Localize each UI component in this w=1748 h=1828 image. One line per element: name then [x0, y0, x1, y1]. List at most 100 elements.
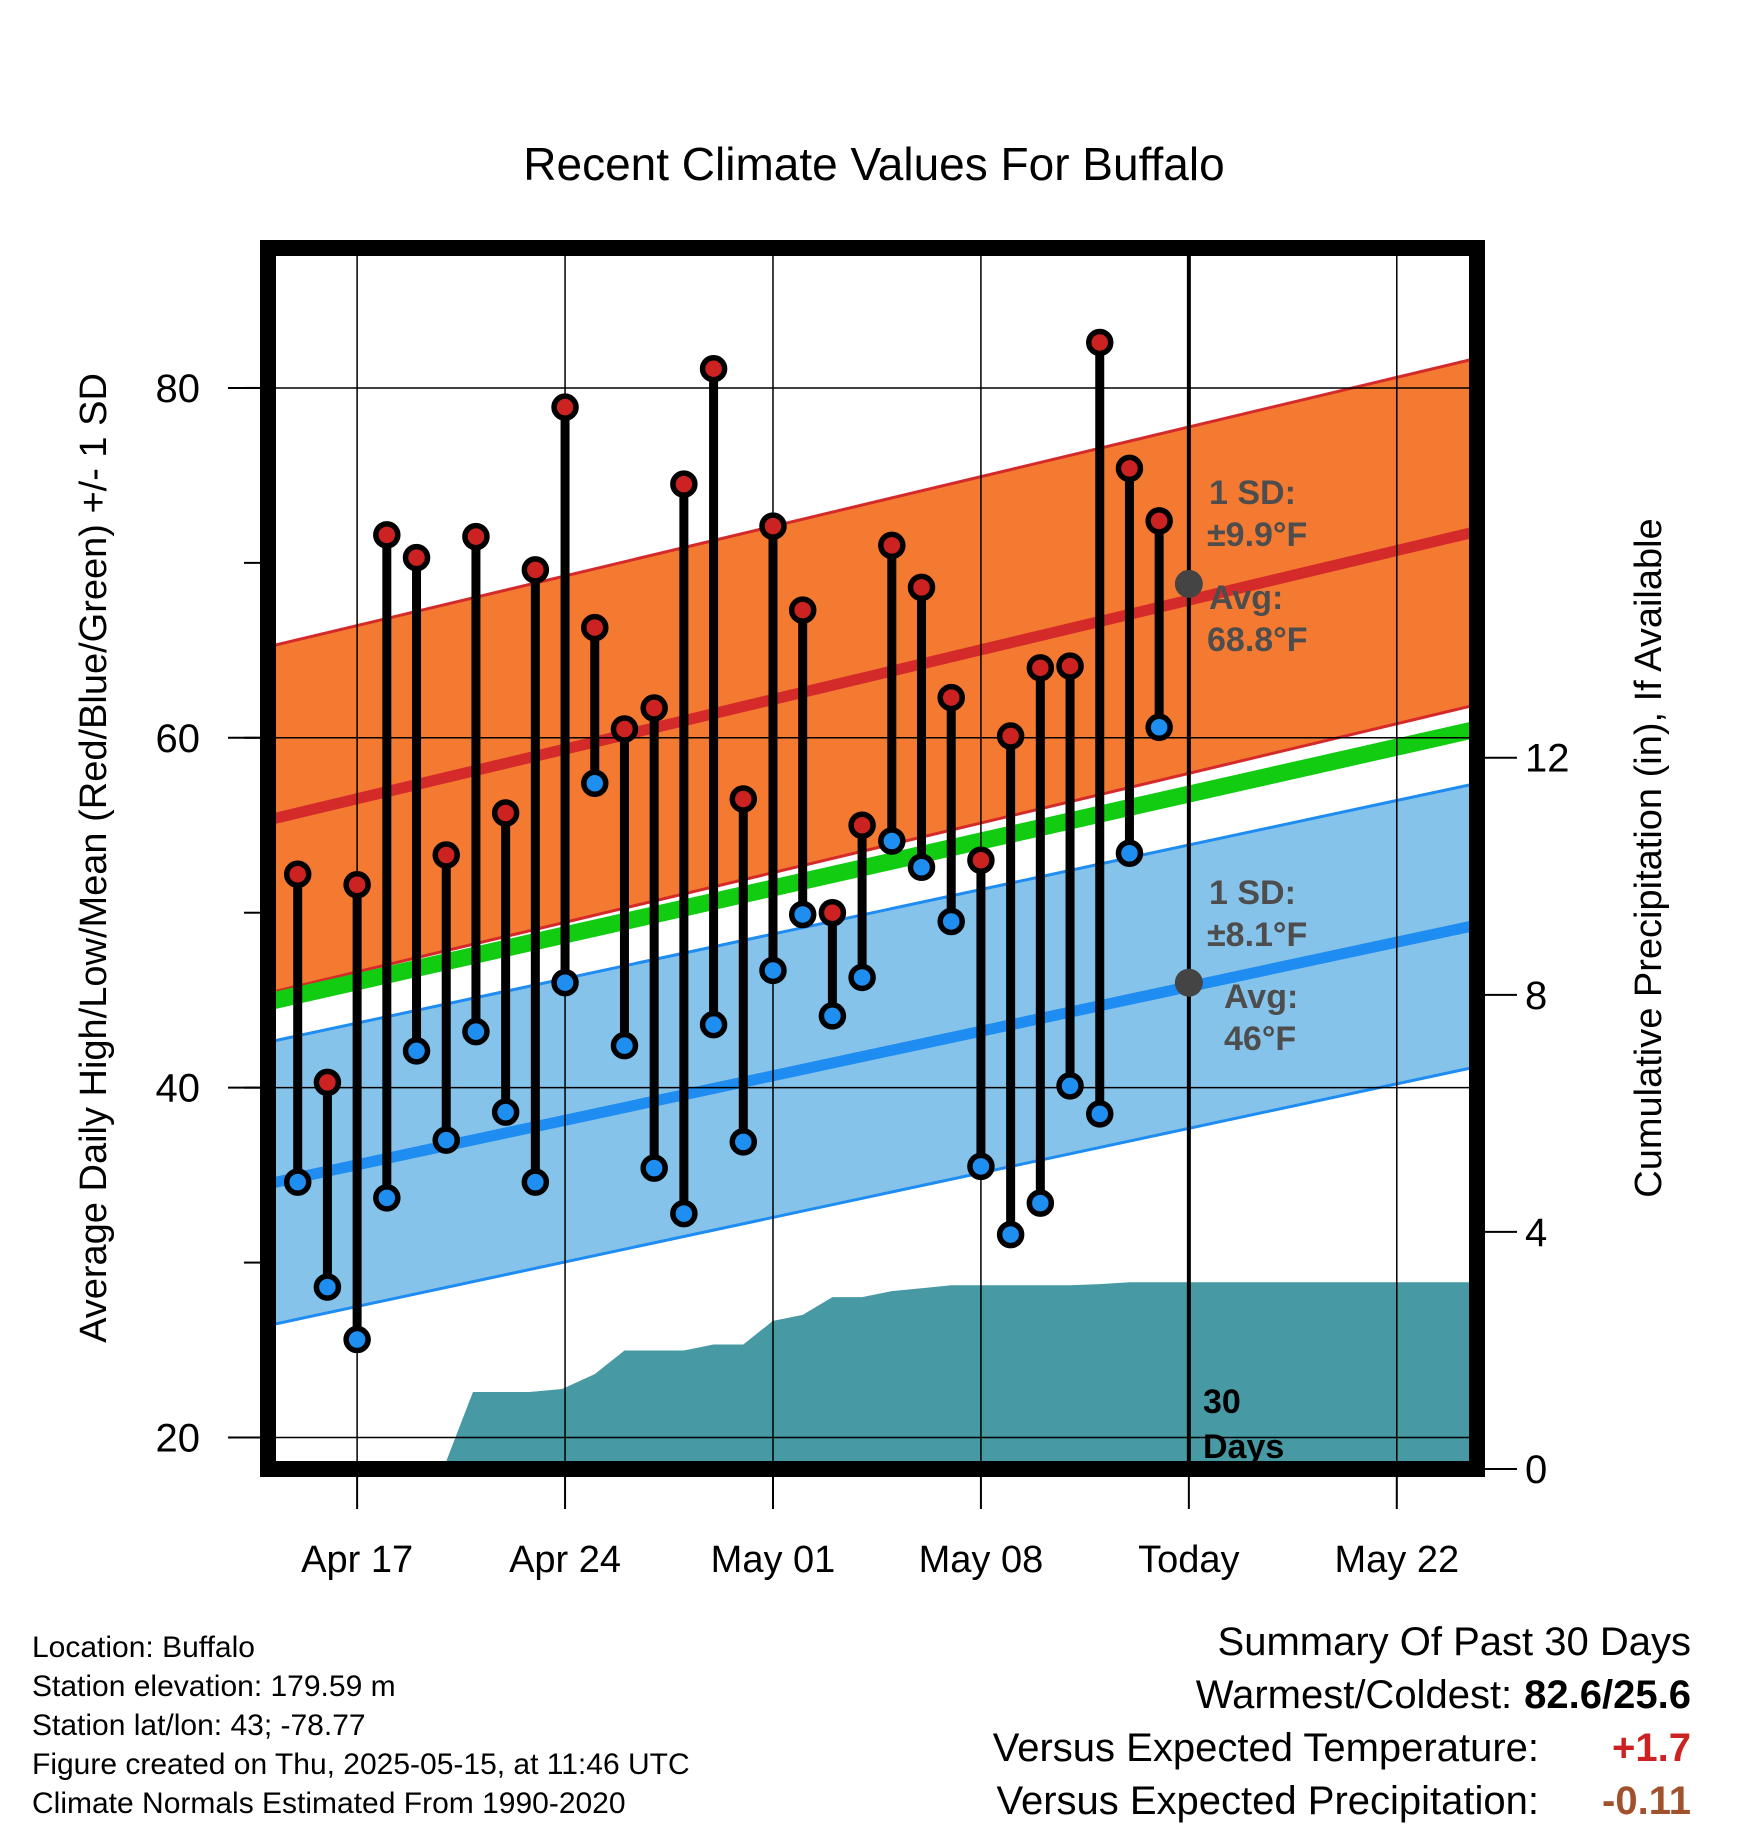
x-tick-label: Today	[1138, 1539, 1239, 1581]
daily-high-point	[699, 354, 728, 383]
daily-high-point	[878, 531, 906, 560]
daily-high-point	[581, 613, 609, 642]
daily-low-point	[729, 1128, 758, 1156]
daily-high-point	[640, 694, 668, 722]
summary-panel: Summary Of Past 30 Days Warmest/Coldest:…	[993, 1616, 1691, 1828]
daily-high-point	[432, 841, 460, 869]
daily-low-point	[1115, 839, 1144, 868]
daily-low-point	[402, 1037, 431, 1065]
y-right-tick-label: 8	[1525, 974, 1547, 1018]
y-right-axis-label: Cumulative Precipitation (in), If Availa…	[1628, 518, 1670, 1197]
daily-high-point	[907, 573, 936, 602]
y-left-tick-label: 80	[156, 367, 201, 411]
x-tick-label: May 22	[1334, 1539, 1459, 1581]
today-normal-high-marker	[1174, 569, 1203, 598]
y-right-tick-label: 4	[1525, 1211, 1547, 1255]
daily-low-point	[1056, 1072, 1084, 1100]
station-info: Location: Buffalo Station elevation: 179…	[32, 1628, 690, 1823]
daily-low-point	[581, 769, 609, 798]
summary-temp-label: Versus Expected Temperature:	[992, 1726, 1539, 1770]
daily-high-point	[1026, 654, 1055, 682]
daily-low-point	[907, 853, 936, 881]
info-elevation: Station elevation: 179.59 m	[32, 1670, 396, 1703]
daily-low-point	[996, 1220, 1025, 1249]
daily-low-point	[670, 1199, 698, 1228]
summary-temp-value: +1.7	[1612, 1726, 1691, 1770]
daily-high-point	[343, 870, 371, 899]
daily-low-point	[373, 1184, 401, 1212]
low-band-lower-edge	[268, 1065, 1477, 1328]
daily-low-point	[1026, 1189, 1055, 1217]
x-tick-label: Apr 24	[509, 1539, 621, 1581]
daily-low-point	[967, 1152, 995, 1181]
daily-high-point	[996, 722, 1025, 750]
daily-low-point	[610, 1031, 639, 1060]
summary-title: Summary Of Past 30 Days	[1217, 1620, 1691, 1664]
daily-high-point	[848, 811, 876, 840]
window-days-number: 30	[1203, 1383, 1241, 1421]
summary-precip-label: Versus Expected Precipitation:	[996, 1779, 1539, 1823]
x-tick-label: Apr 17	[301, 1539, 413, 1581]
daily-low-point	[699, 1010, 728, 1039]
daily-high-point	[402, 543, 431, 572]
normal-low-line	[268, 919, 1477, 1190]
daily-low-point	[937, 907, 965, 936]
precip-area	[443, 1282, 1477, 1469]
info-created: Figure created on Thu, 2025-05-15, at 11…	[32, 1748, 690, 1781]
summary-precip-value: -0.11	[1602, 1779, 1691, 1823]
daily-low-point	[759, 956, 787, 985]
daily-low-point	[283, 1168, 312, 1196]
daily-high-point	[788, 596, 817, 624]
climate-chart: Recent Climate Values For Buffalo 204060…	[73, 138, 1670, 1581]
low-band-upper-edge	[268, 781, 1477, 1044]
daily-high-point	[670, 470, 698, 498]
x-tick-label: May 08	[919, 1539, 1044, 1581]
daily-low-point	[878, 827, 906, 855]
daily-high-point	[729, 785, 758, 813]
daily-high-point	[283, 860, 312, 888]
today-normal-low-marker	[1174, 968, 1203, 997]
y-left-tick-label: 40	[156, 1067, 201, 1111]
summary-warm-cold: Warmest/Coldest: 82.6/25.6	[993, 1669, 1691, 1722]
window-days-label: Days	[1203, 1428, 1284, 1466]
daily-low-point	[313, 1273, 342, 1301]
x-tick-label: May 01	[711, 1539, 836, 1581]
high-sd-label: 1 SD:	[1209, 474, 1296, 512]
daily-high-point	[610, 715, 639, 743]
high-sd-value: ±9.9°F	[1207, 516, 1307, 554]
chart-title: Recent Climate Values For Buffalo	[523, 138, 1224, 190]
y-left-tick-label: 20	[156, 1417, 201, 1461]
daily-high-point	[491, 799, 520, 827]
y-right-tick-label: 0	[1525, 1448, 1547, 1492]
summary-warm-cold-label: Warmest/Coldest:	[1195, 1673, 1513, 1717]
low-sd-value: ±8.1°F	[1207, 916, 1307, 954]
daily-high-point	[1056, 652, 1084, 680]
daily-high-point	[521, 556, 550, 584]
y-left-tick-label: 60	[156, 717, 201, 761]
high-avg-label: Avg:	[1209, 579, 1283, 617]
high-band-upper-edge	[268, 356, 1477, 649]
low-avg-value: 46°F	[1224, 1020, 1296, 1058]
low-sd-label: 1 SD:	[1209, 874, 1296, 912]
daily-high-point	[818, 898, 847, 927]
info-normals: Climate Normals Estimated From 1990-2020	[32, 1787, 626, 1820]
daily-high-point	[1085, 328, 1114, 357]
y-left-axis-label: Average Daily High/Low/Mean (Red/Blue/Gr…	[73, 373, 115, 1343]
daily-low-point	[1085, 1100, 1114, 1128]
normal-high-line	[268, 526, 1477, 826]
daily-high-point	[373, 521, 401, 549]
daily-low-point	[491, 1098, 520, 1126]
daily-high-point	[462, 522, 490, 551]
info-location: Location: Buffalo	[32, 1631, 255, 1664]
normal-mean-line	[268, 720, 1477, 1011]
summary-precip: Versus Expected Precipitation: -0.11	[993, 1775, 1691, 1828]
y-right-tick-label: 12	[1525, 737, 1570, 781]
daily-low-point	[432, 1126, 460, 1154]
daily-high-point	[1115, 454, 1144, 483]
daily-low-point	[462, 1017, 490, 1046]
plot-frame	[260, 240, 1485, 1477]
daily-high-point	[759, 512, 787, 540]
daily-low-point	[788, 900, 817, 929]
low-avg-label: Avg:	[1224, 978, 1298, 1016]
daily-low-point	[818, 1002, 847, 1030]
